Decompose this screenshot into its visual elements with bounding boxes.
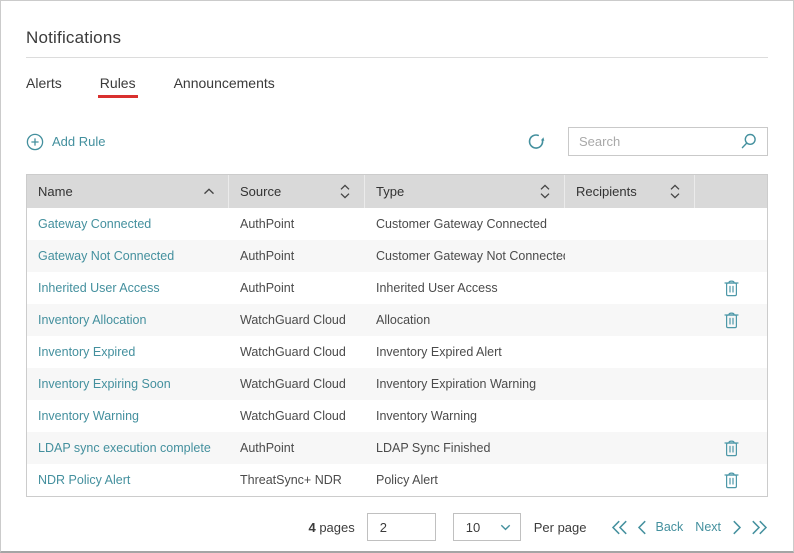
- table-row: Gateway Not Connected AuthPoint Customer…: [27, 240, 767, 272]
- rule-type: Inventory Expiration Warning: [365, 377, 565, 391]
- tab-announcements[interactable]: Announcements: [174, 75, 275, 98]
- column-header-actions: [695, 175, 767, 208]
- column-header-source[interactable]: Source: [229, 175, 365, 208]
- current-page-input[interactable]: [367, 513, 436, 541]
- page-title: Notifications: [26, 1, 768, 48]
- chevron-down-icon: [500, 524, 511, 531]
- title-divider: [26, 57, 768, 58]
- caret-up-down-icon: [339, 184, 351, 199]
- search-box: [568, 127, 768, 156]
- double-chevron-right-icon: [751, 520, 768, 535]
- per-page-select[interactable]: 10: [453, 513, 521, 541]
- table-header: Name Source: [27, 175, 767, 208]
- pages-word: pages: [319, 520, 354, 535]
- trash-icon: [723, 310, 740, 330]
- rule-source: WatchGuard Cloud: [229, 313, 365, 327]
- double-chevron-left-icon: [611, 520, 628, 535]
- caret-up-icon: [203, 188, 215, 195]
- plus-circle-icon: [26, 133, 44, 151]
- column-header-name[interactable]: Name: [27, 175, 229, 208]
- rule-source: ThreatSync+ NDR: [229, 473, 365, 487]
- rule-name-link[interactable]: Gateway Not Connected: [27, 249, 229, 263]
- per-page-label: Per page: [534, 520, 587, 535]
- per-page-value: 10: [466, 520, 480, 535]
- pagination-bar: 4 pages 10 Per page: [26, 513, 768, 541]
- table-row: Inventory Warning WatchGuard Cloud Inven…: [27, 400, 767, 432]
- rule-name-link[interactable]: Gateway Connected: [27, 217, 229, 231]
- rule-type: Policy Alert: [365, 473, 565, 487]
- rule-name-link[interactable]: LDAP sync execution complete: [27, 441, 229, 455]
- rule-source: AuthPoint: [229, 217, 365, 231]
- trash-icon: [723, 470, 740, 490]
- column-header-recipients[interactable]: Recipients: [565, 175, 695, 208]
- caret-up-down-icon: [669, 184, 681, 199]
- rule-name-link[interactable]: Inventory Expiring Soon: [27, 377, 229, 391]
- table-row: Inventory Expiring Soon WatchGuard Cloud…: [27, 368, 767, 400]
- table-row: Inherited User Access AuthPoint Inherite…: [27, 272, 767, 304]
- rule-source: AuthPoint: [229, 441, 365, 455]
- caret-up-down-icon: [539, 184, 551, 199]
- next-link[interactable]: Next: [695, 520, 721, 534]
- toolbar: Add Rule: [26, 127, 768, 156]
- refresh-button[interactable]: [526, 131, 547, 152]
- table-row: NDR Policy Alert ThreatSync+ NDR Policy …: [27, 464, 767, 496]
- rule-name-link[interactable]: Inventory Allocation: [27, 313, 229, 327]
- search-icon[interactable]: [739, 132, 758, 151]
- column-label: Source: [240, 184, 281, 199]
- delete-rule-button[interactable]: [723, 278, 740, 298]
- chevron-right-icon: [732, 520, 742, 535]
- table-body: Gateway Connected AuthPoint Customer Gat…: [27, 208, 767, 496]
- last-page-button[interactable]: [751, 520, 768, 535]
- column-label: Name: [38, 184, 73, 199]
- search-input[interactable]: [579, 134, 739, 149]
- rule-name-link[interactable]: Inventory Warning: [27, 409, 229, 423]
- rule-type: Customer Gateway Not Connected: [365, 249, 565, 263]
- add-rule-label: Add Rule: [52, 134, 105, 149]
- first-page-button[interactable]: [611, 520, 628, 535]
- pages-count: 4: [308, 520, 315, 535]
- rules-table: Name Source: [26, 174, 768, 497]
- chevron-left-icon: [637, 520, 647, 535]
- table-row: Inventory Allocation WatchGuard Cloud Al…: [27, 304, 767, 336]
- delete-rule-button[interactable]: [723, 438, 740, 458]
- rule-source: WatchGuard Cloud: [229, 409, 365, 423]
- back-link[interactable]: Back: [656, 520, 684, 534]
- column-label: Type: [376, 184, 404, 199]
- rule-type: Inventory Warning: [365, 409, 565, 423]
- rule-type: Allocation: [365, 313, 565, 327]
- rule-source: WatchGuard Cloud: [229, 345, 365, 359]
- table-row: LDAP sync execution complete AuthPoint L…: [27, 432, 767, 464]
- rule-source: AuthPoint: [229, 249, 365, 263]
- column-label: Recipients: [576, 184, 637, 199]
- tab-bar: Alerts Rules Announcements: [26, 75, 768, 98]
- refresh-icon: [526, 131, 547, 152]
- pager-controls: Back Next: [611, 520, 769, 535]
- table-row: Gateway Connected AuthPoint Customer Gat…: [27, 208, 767, 240]
- pages-count-label: 4 pages: [308, 520, 354, 535]
- rule-name-link[interactable]: NDR Policy Alert: [27, 473, 229, 487]
- rule-source: AuthPoint: [229, 281, 365, 295]
- trash-icon: [723, 438, 740, 458]
- rule-type: Inherited User Access: [365, 281, 565, 295]
- next-page-button[interactable]: [732, 520, 742, 535]
- rule-type: Customer Gateway Connected: [365, 217, 565, 231]
- trash-icon: [723, 278, 740, 298]
- rule-type: LDAP Sync Finished: [365, 441, 565, 455]
- notifications-page: Notifications Alerts Rules Announcements…: [0, 0, 794, 553]
- delete-rule-button[interactable]: [723, 470, 740, 490]
- add-rule-button[interactable]: Add Rule: [26, 133, 105, 151]
- tab-rules[interactable]: Rules: [100, 75, 136, 98]
- previous-page-button[interactable]: [637, 520, 647, 535]
- tab-alerts[interactable]: Alerts: [26, 75, 62, 98]
- delete-rule-button[interactable]: [723, 310, 740, 330]
- rule-source: WatchGuard Cloud: [229, 377, 365, 391]
- rule-type: Inventory Expired Alert: [365, 345, 565, 359]
- column-header-type[interactable]: Type: [365, 175, 565, 208]
- rule-name-link[interactable]: Inventory Expired: [27, 345, 229, 359]
- rule-name-link[interactable]: Inherited User Access: [27, 281, 229, 295]
- table-row: Inventory Expired WatchGuard Cloud Inven…: [27, 336, 767, 368]
